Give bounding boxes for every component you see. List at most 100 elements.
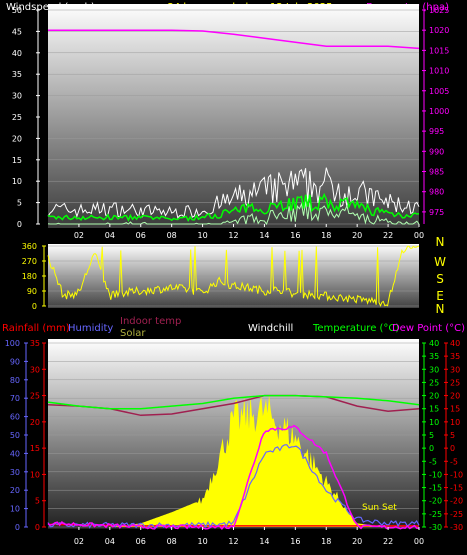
dewpoint-tick-label: -15 <box>450 484 463 493</box>
temperature-tick-label: 40 <box>429 339 439 348</box>
direction-series <box>47 245 420 307</box>
windspeed-tick-label: 0 <box>17 220 22 229</box>
barometer-tick-label: 1005 <box>429 87 449 96</box>
time-tick-label: 10 <box>197 537 207 546</box>
direction-tick-label: 0 <box>32 302 37 311</box>
windspeed-tick-label: 30 <box>12 92 22 101</box>
temperature-tick-label: -15 <box>429 484 442 493</box>
compass-label: W <box>434 255 446 269</box>
temperature-tick-label: 0 <box>429 444 434 453</box>
barometer-tick-label: 985 <box>429 168 444 177</box>
compass-label: S <box>436 272 444 286</box>
dewpoint-tick-label: -5 <box>450 457 458 466</box>
windspeed-tick-label: 15 <box>12 156 22 165</box>
dewpoint-tick-label: 10 <box>450 418 460 427</box>
windchill-label: Windchill <box>248 323 293 334</box>
temp-panel-axes: 010203040506070809010005101520253035-30-… <box>5 339 463 532</box>
rainfall-tick-label: 20 <box>30 418 40 427</box>
dewpoint-tick-label: -20 <box>450 497 463 506</box>
dewpoint-tick-label: -30 <box>450 523 463 532</box>
windspeed-tick-label: 40 <box>12 49 22 58</box>
compass-label: E <box>436 289 444 303</box>
time-tick-label: 16 <box>290 537 300 546</box>
time-tick-label: 22 <box>383 231 393 240</box>
temperature-tick-label: 30 <box>429 365 439 374</box>
direction-tick-label: 180 <box>22 272 37 281</box>
temperature-tick-label: -20 <box>429 497 442 506</box>
temperature-label: Temperature (°C) <box>312 323 399 334</box>
time-tick-label: 08 <box>167 537 177 546</box>
time-tick-label: 18 <box>321 231 331 240</box>
temperature-tick-label: 20 <box>429 392 439 401</box>
humidity-tick-label: 60 <box>10 413 20 422</box>
windspeed-average-line <box>47 192 420 222</box>
time-tick-label: 12 <box>228 537 238 546</box>
rainfall-tick-label: 25 <box>30 392 40 401</box>
humidity-tick-label: 30 <box>10 468 20 477</box>
wind-panel-series <box>47 29 420 226</box>
time-tick-label: 20 <box>352 231 362 240</box>
time-tick-label: 06 <box>136 231 146 240</box>
dewpoint-tick-label: 5 <box>450 431 455 440</box>
humidity-tick-label: 20 <box>10 486 20 495</box>
barometer-line <box>48 29 420 50</box>
barometer-tick-label: 975 <box>429 208 444 217</box>
time-tick-label: 12 <box>228 231 238 240</box>
compass-label: N <box>436 235 445 249</box>
windspeed-tick-label: 50 <box>12 6 22 15</box>
direction-axis: 0 90 180 270 360 <box>22 242 46 311</box>
wind-direction-line <box>47 245 420 307</box>
humidity-tick-label: 90 <box>10 357 20 366</box>
windspeed-tick-label: 25 <box>12 113 22 122</box>
humidity-tick-label: 50 <box>10 431 20 440</box>
dewpoint-tick-label: 40 <box>450 339 460 348</box>
temperature-tick-label: 5 <box>429 431 434 440</box>
direction-tick-label: 270 <box>22 257 37 266</box>
time-tick-label: 14 <box>259 537 269 546</box>
windspeed-tick-label: 10 <box>12 177 22 186</box>
windspeed-tick-label: 20 <box>12 134 22 143</box>
humidity-tick-label: 80 <box>10 376 20 385</box>
rainfall-tick-label: 15 <box>30 444 40 453</box>
sunset-annotation: Sun Set <box>362 503 397 513</box>
dewpoint-tick-label: 35 <box>450 352 460 361</box>
barometer-tick-label: 995 <box>429 127 444 136</box>
wind-panel-background <box>48 4 419 228</box>
barometer-tick-label: 1015 <box>429 46 449 55</box>
rainfall-tick-label: 30 <box>30 365 40 374</box>
humidity-tick-label: 100 <box>5 339 20 348</box>
temperature-tick-label: 35 <box>429 352 439 361</box>
temperature-line <box>47 394 420 410</box>
temperature-tick-label: -25 <box>429 510 442 519</box>
windspeed-tick-label: 5 <box>17 199 22 208</box>
dewpoint-label: Dew Point (°C) <box>392 323 465 334</box>
humidity-tick-label: 10 <box>10 505 20 514</box>
barometer-tick-label: 1025 <box>429 6 449 15</box>
time-tick-label: 22 <box>383 537 393 546</box>
time-tick-label: 04 <box>105 231 115 240</box>
wind-panel-time-axis: 02 04 06 08 10 12 14 16 18 20 22 00 <box>74 224 424 240</box>
rainfall-tick-label: 35 <box>30 339 40 348</box>
time-tick-label: 02 <box>74 537 84 546</box>
direction-tick-label: 360 <box>22 242 37 251</box>
temperature-tick-label: 15 <box>429 405 439 414</box>
time-tick-label: 08 <box>167 231 177 240</box>
temperature-tick-label: 25 <box>429 378 439 387</box>
time-tick-label: 04 <box>105 537 115 546</box>
temperature-tick-label: -10 <box>429 470 442 479</box>
indoor-temp-label: Indoor temp <box>120 316 181 327</box>
humidity-tick-label: 40 <box>10 449 20 458</box>
barometer-tick-label: 1010 <box>429 67 449 76</box>
barometer-axis: 975 980 985 990 995 1000 1005 1010 1015 1020 1025 <box>422 6 449 224</box>
dewpoint-tick-label: 0 <box>450 444 455 453</box>
temp-panel-series <box>47 394 420 530</box>
time-tick-label: 00 <box>414 231 424 240</box>
compass-label: N <box>436 302 445 316</box>
barometer-tick-label: 1000 <box>429 107 449 116</box>
solar-area <box>48 395 419 527</box>
time-tick-label: 02 <box>74 231 84 240</box>
rainfall-tick-label: 0 <box>35 523 40 532</box>
time-tick-label: 18 <box>321 537 331 546</box>
barometer-tick-label: 980 <box>429 188 444 197</box>
